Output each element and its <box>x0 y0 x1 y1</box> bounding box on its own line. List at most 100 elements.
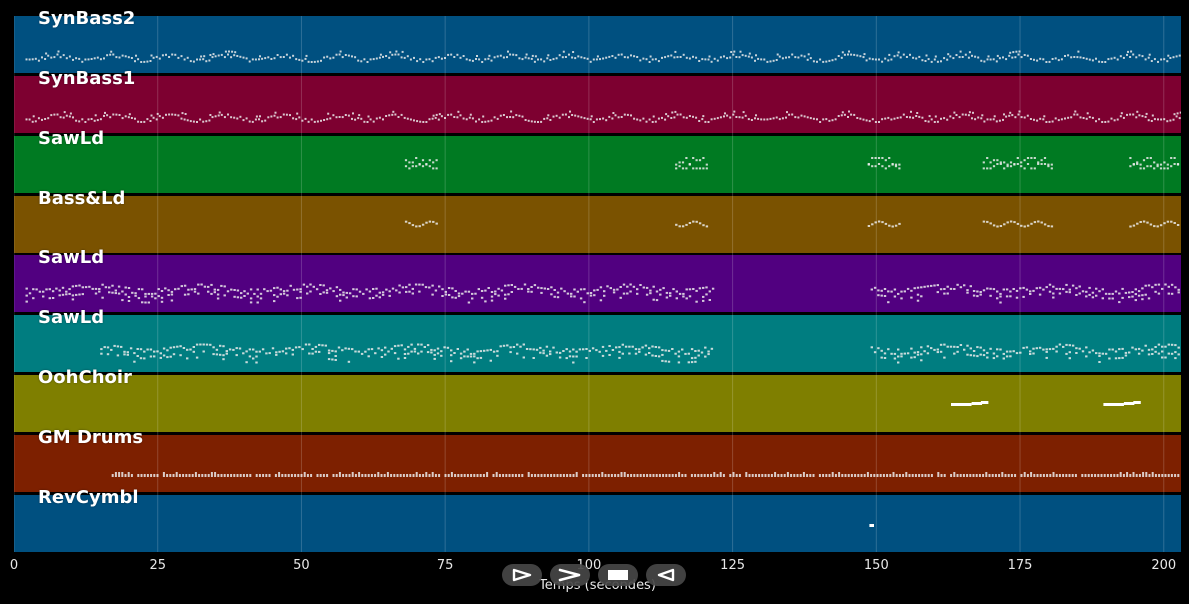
note <box>856 54 859 57</box>
note <box>1029 350 1032 353</box>
track-sawld-2[interactable]: SawLd <box>14 248 1181 312</box>
note <box>134 60 136 63</box>
note <box>178 474 181 477</box>
note <box>1156 225 1159 228</box>
track-synbass2[interactable]: SynBass2 <box>14 9 1181 73</box>
track-sawld-3[interactable]: SawLd <box>14 308 1181 372</box>
note <box>748 52 751 55</box>
note <box>453 56 456 58</box>
note <box>124 55 127 58</box>
note <box>959 344 963 346</box>
note <box>982 161 985 164</box>
note <box>357 117 360 120</box>
note <box>1149 157 1152 159</box>
note <box>793 474 796 477</box>
note <box>583 301 586 304</box>
note <box>416 120 419 123</box>
note <box>393 352 397 355</box>
note <box>1154 283 1157 286</box>
note <box>572 361 575 364</box>
track-gm-drums[interactable]: GM Drums <box>14 428 1181 492</box>
note <box>943 288 946 290</box>
note <box>1153 225 1156 228</box>
play-button[interactable] <box>502 564 542 586</box>
note <box>1054 117 1057 120</box>
note <box>998 57 1001 60</box>
note <box>1037 220 1040 223</box>
note <box>654 120 657 123</box>
note <box>664 118 667 121</box>
note <box>118 472 121 474</box>
note <box>1091 296 1095 299</box>
note <box>976 346 979 349</box>
note <box>274 474 277 477</box>
note <box>310 61 313 63</box>
note <box>1070 116 1073 119</box>
note <box>1001 474 1004 477</box>
note <box>642 57 645 60</box>
note <box>226 290 230 293</box>
note <box>118 56 121 59</box>
back-button[interactable] <box>646 564 686 586</box>
note <box>375 117 378 120</box>
note <box>319 284 322 286</box>
note <box>667 360 671 363</box>
note <box>323 56 326 59</box>
note <box>685 297 688 300</box>
note <box>893 357 897 360</box>
track-synbass1[interactable]: SynBass1 <box>14 69 1181 133</box>
track-bass-ld[interactable]: Bass&Ld <box>14 189 1181 253</box>
note <box>1003 161 1006 164</box>
note <box>460 474 463 477</box>
note <box>786 111 788 114</box>
note <box>51 290 55 293</box>
stop-button[interactable] <box>598 564 638 586</box>
note <box>303 472 306 474</box>
note <box>896 116 899 119</box>
note <box>473 474 476 477</box>
note <box>1002 357 1005 360</box>
note <box>670 54 673 57</box>
note <box>486 472 489 474</box>
note <box>154 297 157 300</box>
track-sawld-1[interactable]: SawLd <box>14 129 1181 193</box>
note <box>981 114 984 117</box>
note <box>279 293 282 296</box>
note <box>1029 58 1032 60</box>
note <box>265 352 268 355</box>
note <box>1071 284 1075 287</box>
note <box>664 349 667 352</box>
note <box>127 296 131 298</box>
note <box>136 355 139 357</box>
note <box>608 115 611 118</box>
note <box>447 287 451 289</box>
note <box>608 345 611 347</box>
note <box>296 288 299 291</box>
note <box>398 284 401 287</box>
track-name: SawLd <box>38 247 105 268</box>
track-revcymbl[interactable]: RevCymbl <box>14 488 1181 552</box>
note-lane <box>404 157 1180 170</box>
note <box>986 287 989 290</box>
note <box>1009 350 1012 353</box>
note <box>196 58 198 61</box>
note <box>566 474 569 477</box>
note <box>800 54 803 57</box>
note <box>891 163 894 165</box>
note <box>1039 474 1042 477</box>
note <box>219 353 222 356</box>
note <box>112 53 115 56</box>
note <box>1167 54 1170 57</box>
note <box>140 121 143 123</box>
track-oohchoir[interactable]: OohChoir <box>14 368 1181 432</box>
note <box>1058 474 1061 477</box>
note <box>179 345 182 348</box>
note <box>704 355 707 358</box>
note <box>896 54 899 57</box>
note <box>527 290 530 293</box>
forward-button[interactable] <box>550 564 590 586</box>
note <box>1174 474 1177 477</box>
note <box>75 284 78 287</box>
note <box>1176 224 1180 226</box>
note <box>645 286 649 289</box>
